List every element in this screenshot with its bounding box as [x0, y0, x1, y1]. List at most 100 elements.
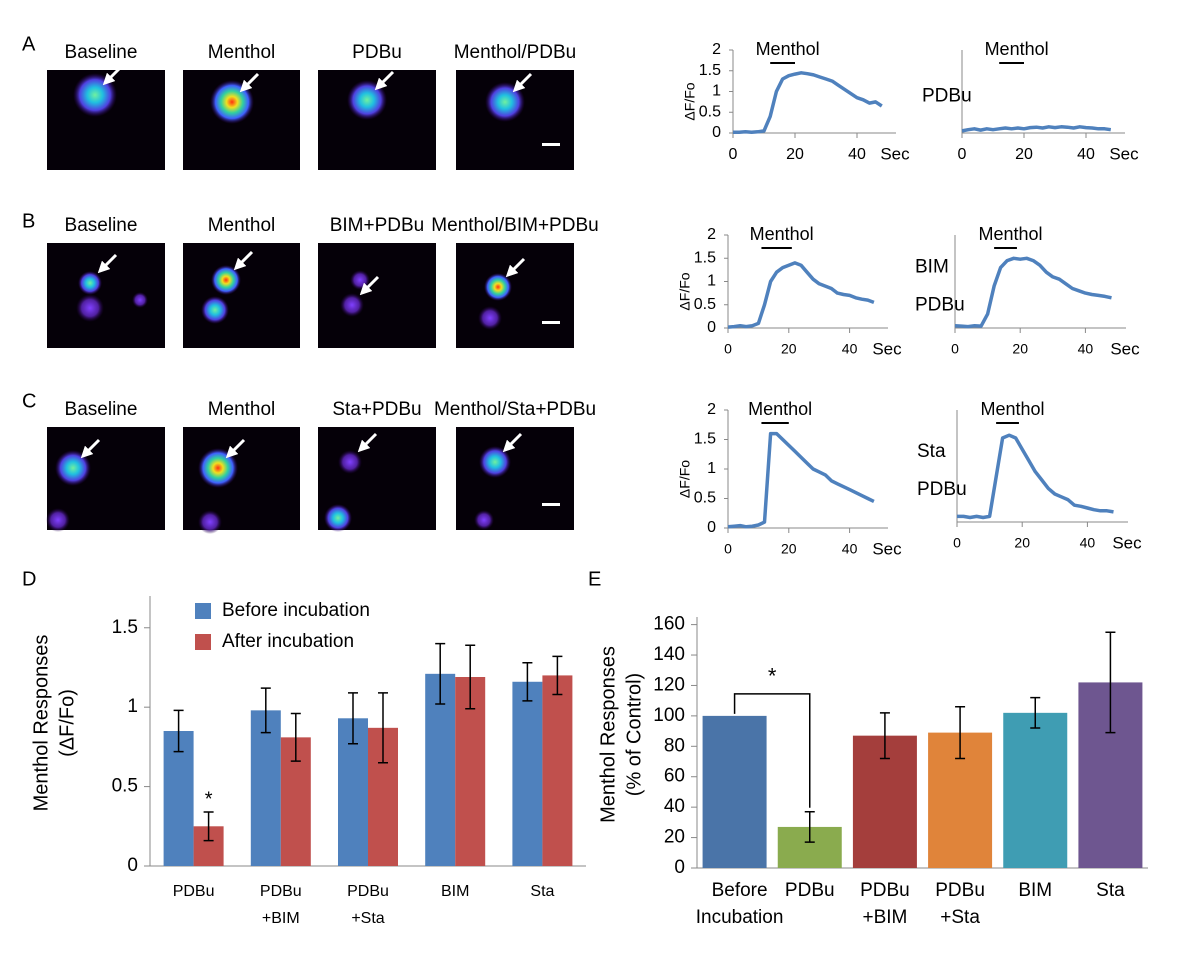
error-bar: [348, 692, 358, 745]
condition-label: Sta: [917, 441, 946, 462]
image-caption: Baseline: [65, 215, 138, 236]
bar: [542, 675, 573, 866]
stimulus-label: Menthol: [985, 39, 1049, 59]
micrograph: [456, 243, 574, 348]
error-bar: [552, 655, 563, 696]
y-tick-label: 2: [707, 401, 716, 418]
trace: [727, 431, 875, 529]
scale-bar: [542, 321, 560, 324]
trace: [961, 125, 1112, 133]
error-bar: [203, 811, 214, 842]
y-tick-label: 0: [712, 124, 721, 141]
x-tick-label: Before: [712, 880, 768, 901]
x-tick-label: 20: [786, 146, 804, 163]
cell: [46, 508, 70, 532]
image-caption: PDBu: [352, 42, 402, 63]
x-tick-label: 20: [781, 341, 797, 357]
micrograph: [183, 243, 300, 348]
bar: [512, 681, 543, 866]
x-tick-label: PDBu: [173, 883, 215, 900]
x-tick-label: PDBu: [260, 883, 302, 900]
scale-bar: [542, 143, 560, 146]
x-tick-label: 20: [1014, 535, 1030, 551]
cell: [198, 510, 222, 534]
x-axis-label: Sec: [880, 144, 910, 163]
x-tick-label: Sta: [1096, 880, 1125, 901]
cell: [340, 293, 364, 317]
error-bar: [435, 642, 446, 705]
panel-label: C: [22, 390, 36, 412]
panel-label: B: [22, 210, 35, 232]
condition-label: PDBu: [922, 86, 972, 107]
image-caption: Menthol: [208, 215, 276, 236]
significance: *: [205, 788, 213, 810]
x-tick-label: 40: [848, 146, 866, 163]
y-tick-label: 2: [707, 226, 716, 243]
cell: [211, 265, 241, 295]
x-axis-label: Sec: [1110, 339, 1140, 358]
y-tick-label: 1: [707, 460, 716, 477]
arrow: [502, 432, 523, 453]
x-tick-label: PDBu: [347, 883, 389, 900]
x-tick-label: 40: [1077, 146, 1095, 163]
y-axis-label: Menthol Responses: [597, 646, 619, 823]
x-tick-label: PDBu: [935, 880, 985, 901]
x-tick-label: 0: [724, 341, 732, 357]
significance-bracket: [733, 693, 811, 808]
error-bar: [522, 661, 533, 702]
image-caption: BIM+PDBu: [330, 215, 425, 236]
y-tick-label: 1: [127, 696, 138, 717]
y-tick-label: 0.5: [694, 296, 716, 313]
image-caption: Baseline: [65, 42, 138, 63]
image-caption: Menthol/BIM+PDBu: [431, 215, 598, 236]
panel-label: D: [22, 568, 36, 590]
condition-label: BIM: [915, 257, 949, 278]
y-tick-label: 160: [653, 614, 685, 635]
cell: [484, 273, 512, 301]
error-bar: [1030, 696, 1041, 729]
condition-label: PDBu: [915, 295, 965, 316]
y-tick-label: 1.5: [694, 431, 716, 448]
cell: [474, 510, 494, 530]
legend-swatch: [195, 603, 211, 619]
cell: [78, 271, 102, 295]
arrow: [102, 65, 123, 86]
error-bar: [804, 810, 815, 843]
error-bar: [260, 687, 271, 734]
x-tick-label: PDBu: [860, 880, 910, 901]
condition-label: PDBu: [917, 479, 967, 500]
error-bar: [955, 706, 966, 760]
arrow: [359, 275, 380, 296]
x-tick-label: +Sta: [940, 907, 980, 928]
x-tick-label: 0: [951, 341, 959, 357]
x-tick-label: 40: [1080, 535, 1096, 551]
micrograph: [318, 243, 436, 348]
bar: [1003, 712, 1068, 868]
y-axis-label: ΔF/Fo: [677, 272, 693, 310]
x-tick-label: 40: [842, 541, 858, 557]
y-tick-label: 20: [664, 827, 685, 848]
panel-label: A: [22, 33, 36, 55]
micrograph: [456, 427, 574, 530]
x-tick-label: BIM: [1018, 880, 1052, 901]
legend-swatch: [195, 634, 211, 650]
y-axis-label: ΔF/Fo: [677, 460, 693, 498]
image-caption: Menthol/Sta+PDBu: [434, 399, 596, 420]
bar: [250, 710, 281, 866]
x-axis-label: Sec: [1112, 533, 1142, 552]
error-bar: [465, 644, 476, 710]
trace: [727, 261, 875, 329]
arrow: [233, 250, 254, 271]
x-tick-label: BIM: [441, 883, 469, 900]
arrow: [239, 72, 260, 93]
y-axis-label: ΔF/Fo: [682, 82, 698, 120]
stimulus-label: Menthol: [748, 399, 812, 419]
trace: [733, 71, 883, 134]
x-tick-label: 20: [1012, 341, 1028, 357]
bar: [163, 731, 194, 866]
arrow: [225, 438, 246, 459]
x-axis-label: Sec: [872, 539, 902, 558]
y-tick-label: 60: [664, 766, 685, 787]
